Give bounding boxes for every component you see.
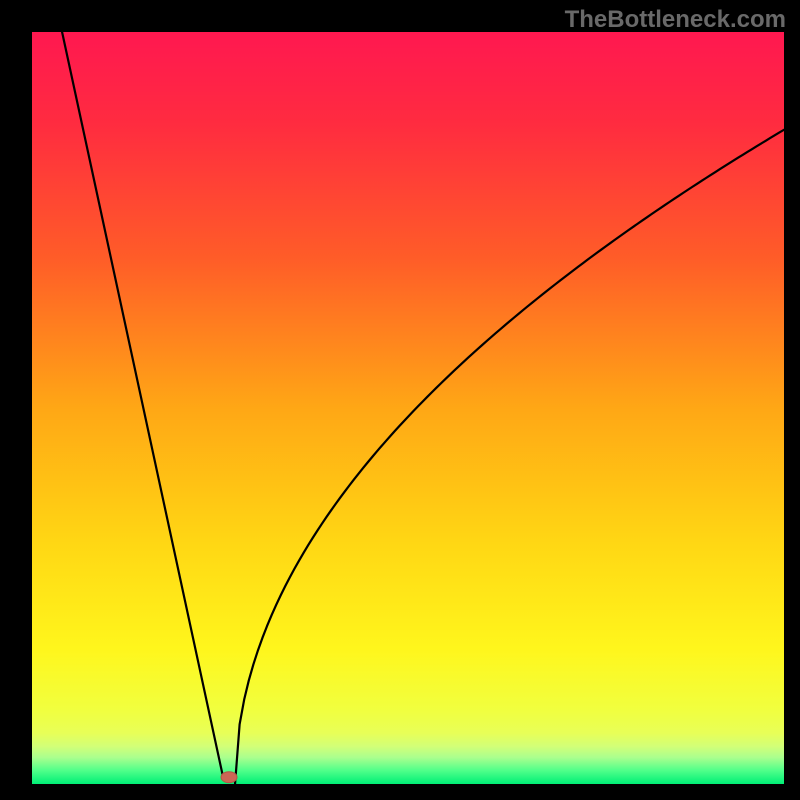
chart-container: TheBottleneck.com — [0, 0, 800, 800]
plot-area — [32, 32, 784, 784]
gradient-background — [32, 32, 784, 784]
plot-svg — [32, 32, 784, 784]
watermark-text: TheBottleneck.com — [565, 6, 786, 34]
optimal-point-marker — [221, 772, 237, 783]
